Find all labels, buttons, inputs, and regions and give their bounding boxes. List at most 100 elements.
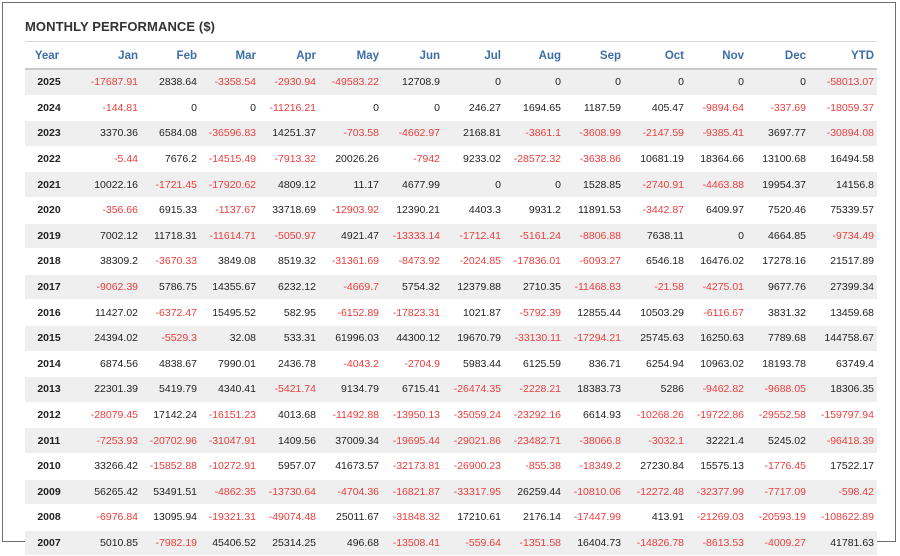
value-cell-mar: -17920.62: [200, 171, 259, 198]
year-cell: 2022: [25, 146, 69, 173]
value-cell-feb: 2838.64: [141, 69, 200, 96]
value-cell-mar: -1137.67: [200, 197, 259, 224]
value-cell-jun: -2704.9: [382, 351, 443, 378]
table-row: 2009 56265.42 53491.51 -4862.35 -13730.64 -47…: [25, 479, 877, 506]
value-cell-oct: 7638.11: [624, 223, 687, 250]
value-cell-dec: -29552.58: [747, 402, 809, 429]
value-cell-jun: 5754.32: [382, 274, 443, 301]
value-cell-jan: -9062.39: [69, 274, 141, 301]
value-cell-dec: 7789.68: [747, 325, 809, 352]
value-cell-may: -4669.7: [319, 274, 382, 301]
year-cell: 2012: [25, 402, 69, 429]
value-cell-aug: 1694.65: [504, 95, 564, 122]
value-cell-mar: -16151.23: [200, 402, 259, 429]
value-cell-feb: -7982.19: [141, 530, 200, 556]
value-cell-ytd: -108622.89: [809, 504, 877, 531]
value-cell-aug: 6125.59: [504, 351, 564, 378]
value-cell-jul: -33317.95: [443, 479, 504, 506]
value-cell-jan: 56265.42: [69, 479, 141, 506]
value-cell-jul: 1021.87: [443, 299, 504, 326]
value-cell-aug: 0: [504, 69, 564, 96]
value-cell-ytd: -96418.39: [809, 427, 877, 454]
value-cell-jan: 3370.36: [69, 120, 141, 147]
year-cell: 2024: [25, 95, 69, 122]
value-cell-jan: 33266.42: [69, 453, 141, 480]
value-cell-mar: 7990.01: [200, 351, 259, 378]
table-body: 2025 -17687.91 2838.64 -3358.54 -2930.94 -495…: [25, 69, 877, 556]
year-cell: 2007: [25, 530, 69, 556]
value-cell-jan: 38309.2: [69, 248, 141, 275]
value-cell-nov: 0: [687, 223, 747, 250]
value-cell-jan: -144.81: [69, 95, 141, 122]
value-cell-oct: 5286: [624, 376, 687, 403]
value-cell-ytd: -18059.37: [809, 95, 877, 122]
value-cell-nov: -6116.67: [687, 299, 747, 326]
value-cell-may: -4704.36: [319, 479, 382, 506]
table-row: 2022 -5.44 7676.2 -14515.49 -7913.32 20026.26…: [25, 146, 877, 173]
value-cell-ytd: 13459.68: [809, 299, 877, 326]
value-cell-aug: -3861.1: [504, 120, 564, 147]
value-cell-ytd: -30894.08: [809, 120, 877, 147]
value-cell-feb: -15852.88: [141, 453, 200, 480]
value-cell-oct: 0: [624, 69, 687, 96]
value-cell-aug: -855.38: [504, 453, 564, 480]
value-cell-sep: -3638.86: [564, 146, 624, 173]
value-cell-sep: -18349.2: [564, 453, 624, 480]
value-cell-may: 25011.67: [319, 504, 382, 531]
column-header-mar: Mar: [200, 44, 259, 70]
value-cell-dec: -7717.09: [747, 479, 809, 506]
table-row: 2024 -144.81 0 0 -11216.21 0 0 246.27 1694.65 118…: [25, 95, 877, 122]
value-cell-sep: 0: [564, 69, 624, 96]
value-cell-feb: 53491.51: [141, 479, 200, 506]
value-cell-feb: 7676.2: [141, 146, 200, 173]
value-cell-jul: -26474.35: [443, 376, 504, 403]
value-cell-jul: 0: [443, 69, 504, 96]
value-cell-aug: 2710.35: [504, 274, 564, 301]
value-cell-ytd: 17522.17: [809, 453, 877, 480]
value-cell-dec: 18193.78: [747, 351, 809, 378]
value-cell-ytd: -598.42: [809, 479, 877, 506]
value-cell-nov: -9385.41: [687, 120, 747, 147]
value-cell-jul: 19670.79: [443, 325, 504, 352]
value-cell-sep: -17447.99: [564, 504, 624, 531]
column-header-jun: Jun: [382, 44, 443, 70]
column-header-jul: Jul: [443, 44, 504, 70]
value-cell-may: 9134.79: [319, 376, 382, 403]
value-cell-jun: 44300.12: [382, 325, 443, 352]
value-cell-sep: 18383.73: [564, 376, 624, 403]
value-cell-may: -6152.89: [319, 299, 382, 326]
value-cell-nov: 32221.4: [687, 427, 747, 454]
value-cell-jun: -31848.32: [382, 504, 443, 531]
value-cell-ytd: 75339.57: [809, 197, 877, 224]
value-cell-jul: -1712.41: [443, 223, 504, 250]
value-cell-sep: -17294.21: [564, 325, 624, 352]
value-cell-dec: -337.69: [747, 95, 809, 122]
value-cell-apr: 33718.69: [259, 197, 319, 224]
table-row: 2019 7002.12 11718.31 -11614.71 -5050.97 4921…: [25, 223, 877, 250]
value-cell-oct: -2147.59: [624, 120, 687, 147]
value-cell-may: 4921.47: [319, 223, 382, 250]
value-cell-oct: -3442.87: [624, 197, 687, 224]
title-divider: [25, 41, 877, 42]
value-cell-sep: 1528.85: [564, 171, 624, 198]
value-cell-mar: 4340.41: [200, 376, 259, 403]
value-cell-apr: -5050.97: [259, 223, 319, 250]
value-cell-nov: -8613.53: [687, 530, 747, 556]
value-cell-oct: -2740.91: [624, 171, 687, 198]
value-cell-jun: -17823.31: [382, 299, 443, 326]
year-cell: 2008: [25, 504, 69, 531]
value-cell-may: 37009.34: [319, 427, 382, 454]
value-cell-mar: 45406.52: [200, 530, 259, 556]
value-cell-jul: 9233.02: [443, 146, 504, 173]
table-header-row: Year Jan Feb Mar Apr May Jun Jul Aug Sep Oct Nov Dec…: [25, 44, 877, 70]
value-cell-mar: -10272.91: [200, 453, 259, 480]
value-cell-mar: -4862.35: [200, 479, 259, 506]
value-cell-sep: 1187.59: [564, 95, 624, 122]
value-cell-oct: -21.58: [624, 274, 687, 301]
value-cell-jul: 0: [443, 171, 504, 198]
value-cell-mar: -11614.71: [200, 223, 259, 250]
value-cell-jun: -13333.14: [382, 223, 443, 250]
value-cell-aug: 26259.44: [504, 479, 564, 506]
value-cell-aug: -23292.16: [504, 402, 564, 429]
